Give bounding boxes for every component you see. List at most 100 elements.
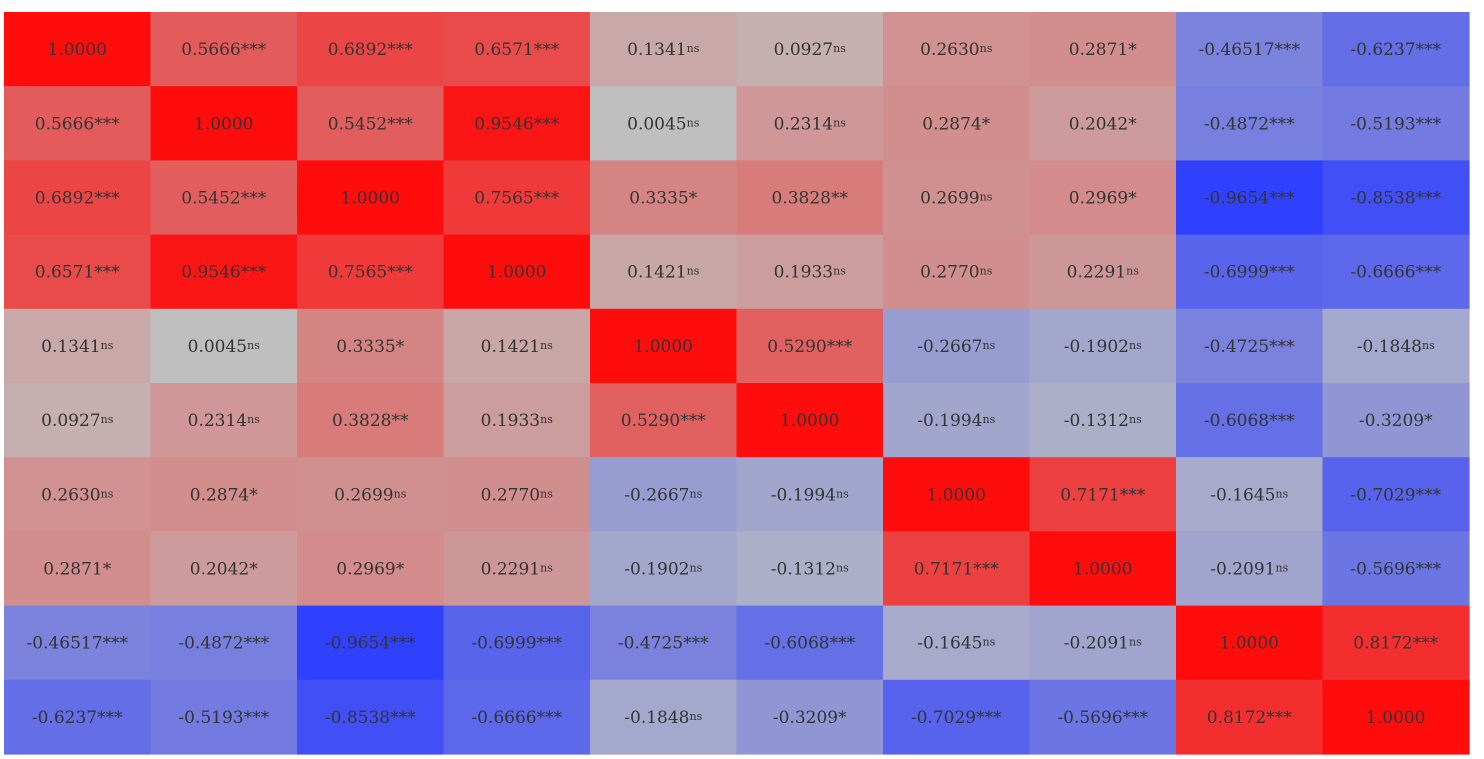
- heatmap-cell-r7-c1: [150, 531, 298, 607]
- heatmap-cell-r4-c7: [1029, 308, 1177, 384]
- heatmap-cell-label-r7-c3: 0.2291ns: [481, 560, 554, 580]
- heatmap-cell-label-r5-c2: 0.3828**: [332, 411, 409, 431]
- heatmap-cell-label-r3-c9: -0.6666***: [1350, 263, 1441, 283]
- heatmap-cell-r4-c0: [4, 308, 152, 384]
- heatmap-cell-label-r0-c8: -0.46517***: [1198, 40, 1300, 60]
- heatmap-cell-r3-c4: [590, 234, 738, 310]
- heatmap-cell-label-r3-c8: -0.6999***: [1204, 263, 1295, 283]
- heatmap-cell-r7-c4: [590, 531, 738, 607]
- heatmap-cell-r0-c5: [736, 12, 884, 87]
- heatmap-cell-label-r0-c3: 0.6571***: [474, 40, 559, 60]
- heatmap-cell-r5-c7: [1029, 383, 1177, 458]
- heatmap-cell-label-r0-c4: 0.1341ns: [627, 40, 700, 60]
- heatmap-cell-label-r1-c9: -0.5193***: [1350, 114, 1441, 134]
- heatmap-cell-r4-c9: [1322, 308, 1470, 384]
- heatmap-cell-label-r6-c4: -0.2667ns: [624, 485, 702, 505]
- heatmap-cell-label-r5-c7: -0.1312ns: [1064, 411, 1142, 431]
- heatmap-cell-r0-c2: [297, 12, 445, 87]
- heatmap-cell-label-r7-c1: 0.2042*: [190, 560, 258, 580]
- heatmap-cell-r8-c5: [736, 605, 884, 681]
- heatmap-cell-label-r2-c6: 0.2699ns: [920, 189, 993, 209]
- heatmap-cell-label-r1-c5: 0.2314ns: [774, 114, 847, 134]
- heatmap-cell-r3-c0: [4, 234, 152, 310]
- heatmap-cell-r9-c5: [736, 679, 884, 755]
- heatmap-cell-r9-c9: [1322, 679, 1470, 755]
- heatmap-cell-r1-c5: [736, 86, 884, 161]
- heatmap-cell-label-r3-c5: 0.1933ns: [774, 263, 847, 283]
- heatmap-cell-label-r8-c7: -0.2091ns: [1064, 634, 1142, 654]
- heatmap-cell-label-r6-c5: -0.1994ns: [771, 485, 849, 505]
- heatmap-cell-r8-c3: [443, 605, 591, 681]
- heatmap-cell-label-r5-c0: 0.0927ns: [41, 411, 114, 431]
- heatmap-cell-label-r3-c7: 0.2291ns: [1067, 263, 1140, 283]
- heatmap-cell-r6-c4: [590, 457, 738, 532]
- heatmap-cell-label-r9-c6: -0.7029***: [911, 708, 1002, 728]
- heatmap-cell-r7-c5: [736, 531, 884, 607]
- heatmap-cell-label-r9-c2: -0.8538***: [325, 708, 416, 728]
- heatmap-cell-r2-c3: [443, 160, 591, 236]
- heatmap-cell-label-r3-c0: 0.6571***: [35, 263, 120, 283]
- heatmap-cell-r5-c2: [297, 383, 445, 458]
- heatmap-cell-label-r1-c8: -0.4872***: [1204, 114, 1295, 134]
- heatmap-cell-label-r2-c8: -0.9654***: [1204, 189, 1295, 209]
- heatmap-cell-label-r1-c7: 0.2042*: [1069, 114, 1137, 134]
- heatmap-cell-label-r6-c1: 0.2874*: [190, 485, 258, 505]
- heatmap-cell-r2-c9: [1322, 160, 1470, 236]
- heatmap-cell-label-r0-c9: -0.6237***: [1350, 40, 1441, 60]
- heatmap-cell-r6-c2: [297, 457, 445, 532]
- heatmap-cell-label-r2-c7: 0.2969*: [1069, 189, 1137, 209]
- heatmap-cell-r8-c8: [1176, 605, 1324, 681]
- heatmap-cell-label-r5-c4: 0.5290***: [621, 411, 706, 431]
- heatmap-cell-label-r8-c4: -0.4725***: [618, 634, 709, 654]
- heatmap-cell-r2-c1: [150, 160, 298, 236]
- heatmap-cell-r2-c2: [297, 160, 445, 236]
- heatmap-cell-r8-c2: [297, 605, 445, 681]
- heatmap-cell-label-r9-c0: -0.6237***: [32, 708, 123, 728]
- heatmap-cell-r5-c1: [150, 383, 298, 458]
- heatmap-cell-r9-c4: [590, 679, 738, 755]
- heatmap-cell-r6-c0: [4, 457, 152, 532]
- heatmap-cell-r0-c3: [443, 12, 591, 87]
- heatmap-cell-label-r7-c2: 0.2969*: [336, 560, 404, 580]
- heatmap-cell-label-r2-c5: 0.3828**: [772, 189, 849, 209]
- heatmap-cell-label-r7-c0: 0.2871*: [43, 560, 111, 580]
- heatmap-cell-r2-c0: [4, 160, 152, 236]
- heatmap-cell-r3-c9: [1322, 234, 1470, 310]
- heatmap-cell-r4-c2: [297, 308, 445, 384]
- heatmap-cell-r2-c8: [1176, 160, 1324, 236]
- heatmap-cell-label-r2-c2: 1.0000: [341, 189, 400, 209]
- heatmap-cell-r8-c7: [1029, 605, 1177, 681]
- heatmap-cell-r9-c0: [4, 679, 152, 755]
- heatmap-cell-r1-c6: [883, 86, 1031, 161]
- heatmap-cell-label-r6-c8: -0.1645ns: [1210, 485, 1288, 505]
- heatmap-cell-label-r6-c0: 0.2630ns: [41, 485, 114, 505]
- heatmap-cell-r9-c7: [1029, 679, 1177, 755]
- heatmap-cell-r1-c2: [297, 86, 445, 161]
- heatmap-cell-label-r6-c7: 0.7171***: [1060, 485, 1145, 505]
- heatmap-cell-r9-c1: [150, 679, 298, 755]
- heatmap-cell-r3-c1: [150, 234, 298, 310]
- heatmap-cell-r7-c8: [1176, 531, 1324, 607]
- heatmap-cell-label-r2-c3: 0.7565***: [474, 189, 559, 209]
- heatmap-cell-r1-c8: [1176, 86, 1324, 161]
- heatmap-cell-r1-c7: [1029, 86, 1177, 161]
- heatmap-cell-label-r1-c1: 1.0000: [194, 114, 253, 134]
- heatmap-cell-r9-c8: [1176, 679, 1324, 755]
- heatmap-cell-r3-c8: [1176, 234, 1324, 310]
- heatmap-cell-label-r4-c1: 0.0045ns: [188, 337, 261, 357]
- heatmap-cell-label-r6-c6: 1.0000: [927, 485, 986, 505]
- heatmap-cell-label-r3-c1: 0.9546***: [181, 263, 266, 283]
- heatmap-cell-label-r1-c2: 0.5452***: [328, 114, 413, 134]
- heatmap-cell-label-r4-c6: -0.2667ns: [917, 337, 995, 357]
- heatmap-cell-label-r9-c4: -0.1848ns: [624, 708, 702, 728]
- heatmap-cell-r6-c5: [736, 457, 884, 532]
- heatmap-cell-label-r5-c6: -0.1994ns: [917, 411, 995, 431]
- heatmap-cell-label-r4-c7: -0.1902ns: [1064, 337, 1142, 357]
- heatmap-cell-r1-c3: [443, 86, 591, 161]
- heatmap-cell-r9-c6: [883, 679, 1031, 755]
- heatmap-cell-label-r8-c0: -0.46517***: [26, 634, 128, 654]
- heatmap-cell-label-r1-c6: 0.2874*: [922, 114, 990, 134]
- heatmap-cell-r8-c9: [1322, 605, 1470, 681]
- heatmap-cell-r6-c3: [443, 457, 591, 532]
- heatmap-cell-label-r4-c5: 0.5290***: [767, 337, 852, 357]
